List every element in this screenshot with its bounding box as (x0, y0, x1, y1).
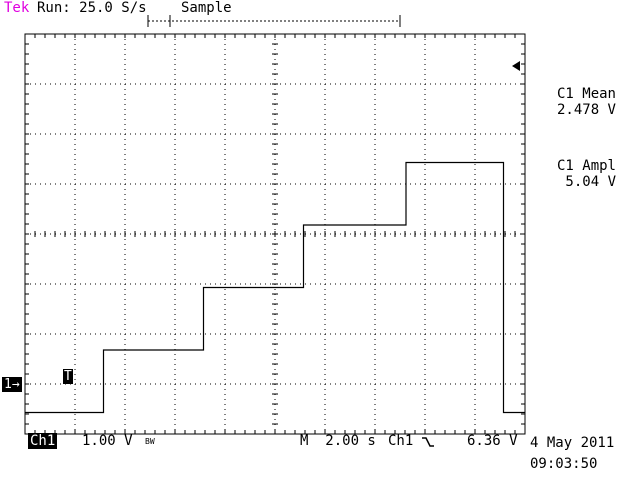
graticule-grid (24, 33, 526, 435)
channel-badge: Ch1 (28, 433, 58, 449)
falling-edge-icon (422, 437, 434, 447)
time: 09:03:50 (530, 456, 598, 472)
volts-per-div: 1.00 V (82, 433, 133, 449)
ampl-label: C1 Ampl (556, 158, 616, 174)
record-view-bracket (147, 15, 401, 27)
ch1-waveform-trace (25, 161, 525, 414)
trigger-level: 6.36 V (467, 433, 518, 449)
trace-layer (25, 161, 525, 414)
run-status: Run: 25.0 S/s (37, 0, 147, 16)
trigger-position-marker: T (63, 369, 73, 384)
trigger-level-arrow-icon (512, 61, 520, 71)
brand-label: Tek (4, 0, 30, 16)
trigger-source: Ch1 (388, 433, 414, 449)
channel-ground-marker: 1→ (2, 377, 22, 392)
timebase: M 2.00 s (300, 433, 376, 449)
mean-label: C1 Mean (556, 86, 616, 102)
bandwidth-limit-flag: BW (145, 437, 155, 446)
mean-value: 2.478 V (556, 102, 616, 118)
acquisition-mode: Sample (181, 0, 232, 16)
ampl-value: 5.04 V (565, 174, 616, 190)
date: 4 May 2011 (530, 435, 615, 451)
